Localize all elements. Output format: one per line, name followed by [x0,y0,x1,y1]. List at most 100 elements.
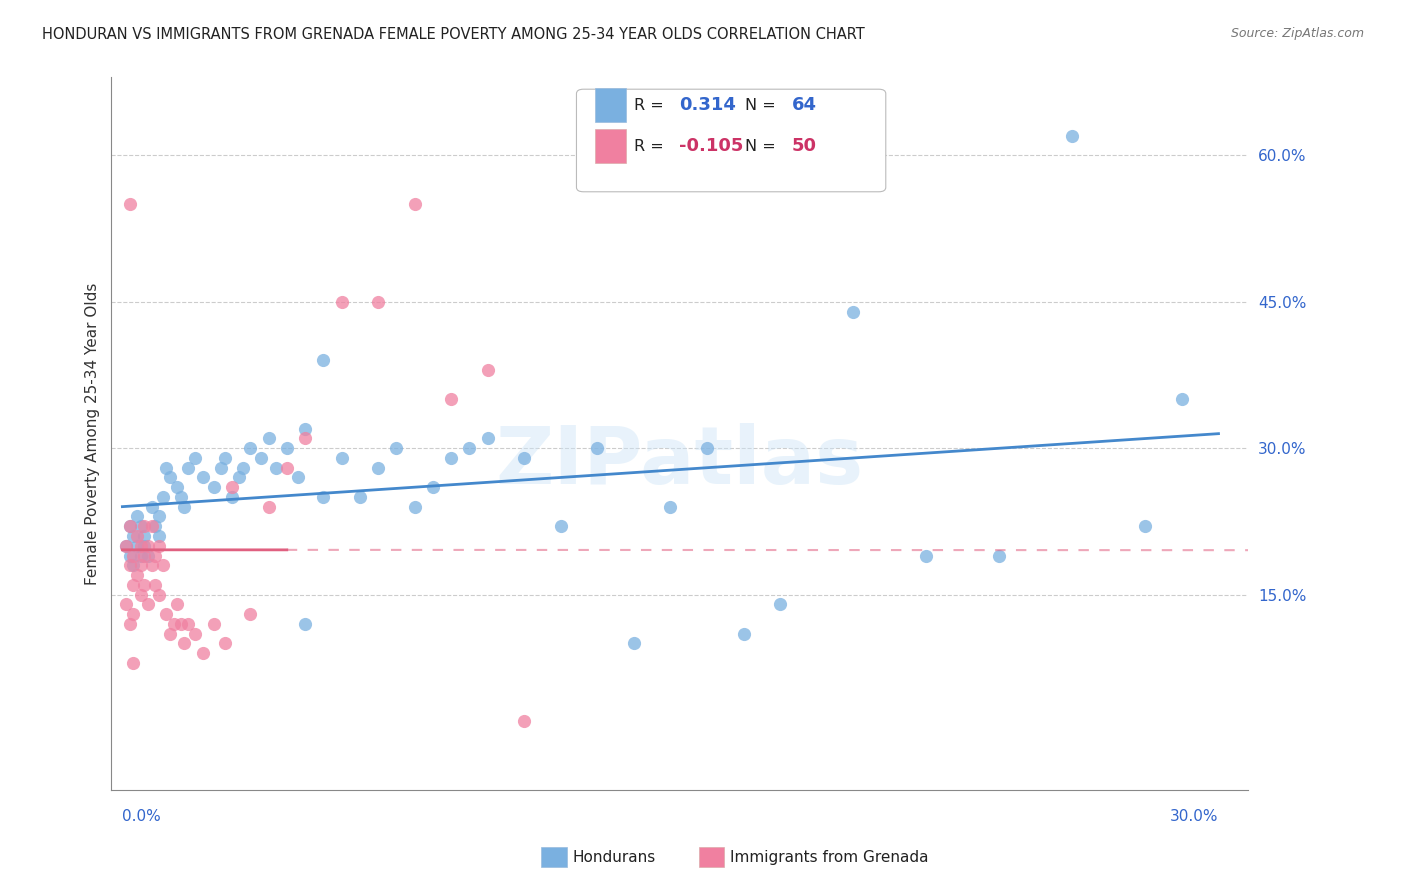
Point [257,500,280,514]
Point [477,363,499,377]
Point [118,519,141,533]
Point [276,441,298,455]
Point [125,568,148,582]
Point [349,490,371,504]
Point [422,480,444,494]
Point [148,509,170,524]
Point [330,294,353,309]
Point [134,578,156,592]
Point [769,597,792,611]
Point [404,197,426,211]
Point [141,558,163,573]
Point [125,529,148,543]
Point [184,626,207,640]
Point [330,450,353,465]
Text: N =: N = [745,98,776,112]
Point [294,422,316,436]
Point [294,616,316,631]
Point [136,597,159,611]
Point [312,490,335,504]
Point [733,626,755,640]
Point [228,470,250,484]
Text: HONDURAN VS IMMIGRANTS FROM GRENADA FEMALE POVERTY AMONG 25-34 YEAR OLDS CORRELA: HONDURAN VS IMMIGRANTS FROM GRENADA FEMA… [42,27,865,42]
Point [367,460,389,475]
Point [173,636,195,650]
Point [458,441,481,455]
Point [129,588,152,602]
Point [141,500,163,514]
Point [202,480,225,494]
Point [118,558,141,573]
Point [232,460,254,475]
Point [170,616,193,631]
Point [134,539,156,553]
Text: 64: 64 [792,96,817,114]
Point [202,616,225,631]
Point [214,636,236,650]
Text: 0.0%: 0.0% [122,809,162,824]
Text: 50: 50 [792,137,817,155]
Point [129,519,152,533]
Point [696,441,718,455]
Point [477,432,499,446]
Point [173,500,195,514]
Point [191,470,214,484]
Point [141,519,163,533]
Point [440,392,463,407]
Point [276,460,298,475]
Text: ZIPatlas: ZIPatlas [495,423,863,501]
Point [166,480,188,494]
Text: Immigrants from Grenada: Immigrants from Grenada [730,850,928,864]
Point [152,490,174,504]
Point [115,597,138,611]
Text: Hondurans: Hondurans [572,850,655,864]
Point [367,294,389,309]
Point [221,490,243,504]
Point [221,480,243,494]
Point [312,353,335,368]
Point [148,588,170,602]
Point [264,460,287,475]
Point [134,529,156,543]
Point [239,607,262,621]
Point [125,509,148,524]
Point [209,460,232,475]
Point [143,519,166,533]
Point [155,460,177,475]
Point [513,450,536,465]
Point [122,656,145,670]
Point [136,539,159,553]
Point [122,578,145,592]
Point [586,441,609,455]
Point [152,558,174,573]
Point [440,450,463,465]
Point [177,460,200,475]
Point [842,304,865,318]
Text: 0.314: 0.314 [679,96,735,114]
Point [623,636,645,650]
Point [170,490,193,504]
Point [385,441,408,455]
Point [1171,392,1194,407]
Point [143,549,166,563]
Point [250,450,273,465]
Point [122,549,145,563]
Point [166,597,188,611]
Point [148,539,170,553]
Point [1135,519,1157,533]
Text: R =: R = [634,98,664,112]
Text: N =: N = [745,139,776,153]
Point [239,441,262,455]
Point [129,549,152,563]
Point [550,519,572,533]
Point [122,607,145,621]
Text: R =: R = [634,139,664,153]
Point [118,616,141,631]
Point [122,558,145,573]
Point [115,539,138,553]
Point [148,529,170,543]
Point [257,432,280,446]
Point [1062,128,1084,143]
Point [136,549,159,563]
Point [294,432,316,446]
